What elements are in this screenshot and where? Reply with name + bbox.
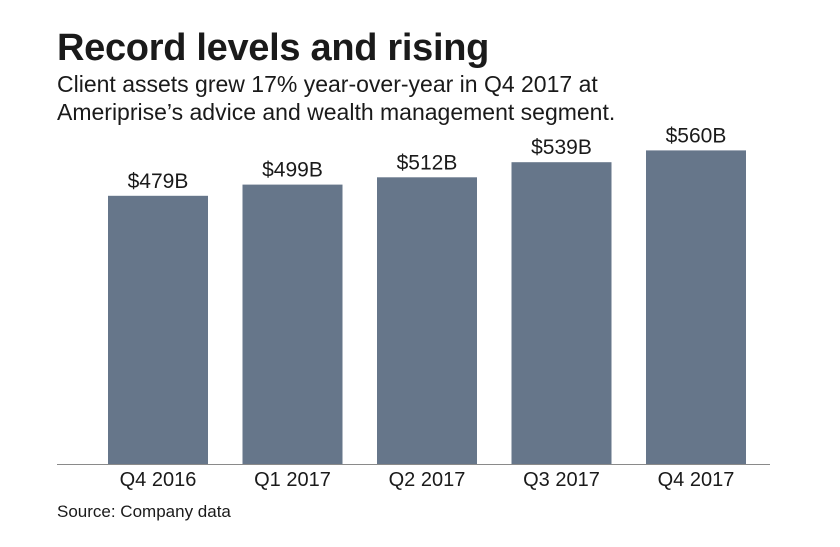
x-tick-label: Q2 2017 <box>389 469 466 491</box>
value-label: $512B <box>397 151 458 174</box>
value-label: $560B <box>666 124 727 147</box>
x-tick-label: Q1 2017 <box>254 469 331 491</box>
chart-title: Record levels and rising <box>57 27 490 69</box>
subtitle-line-2: Ameriprise’s advice and wealth managemen… <box>57 99 616 125</box>
source-note: Source: Company data <box>57 502 231 521</box>
x-tick-label: Q4 2017 <box>658 469 735 491</box>
bar-q4-2016 <box>108 195 208 465</box>
value-label: $539B <box>531 136 592 159</box>
subtitle-line-1: Client assets grew 17% year-over-year in… <box>57 71 598 97</box>
bar-q3-2017 <box>511 162 612 464</box>
value-label: $479B <box>128 170 189 193</box>
x-tick-label: Q4 2016 <box>120 469 197 491</box>
chart-subtitle: Client assets grew 17% year-over-year in… <box>57 70 797 126</box>
bar-q2-2017 <box>377 177 477 465</box>
value-label: $499B <box>262 159 323 182</box>
bar-q4-2017 <box>646 150 746 464</box>
x-tick-label: Q3 2017 <box>523 469 600 491</box>
bar-q1-2017 <box>242 184 343 464</box>
